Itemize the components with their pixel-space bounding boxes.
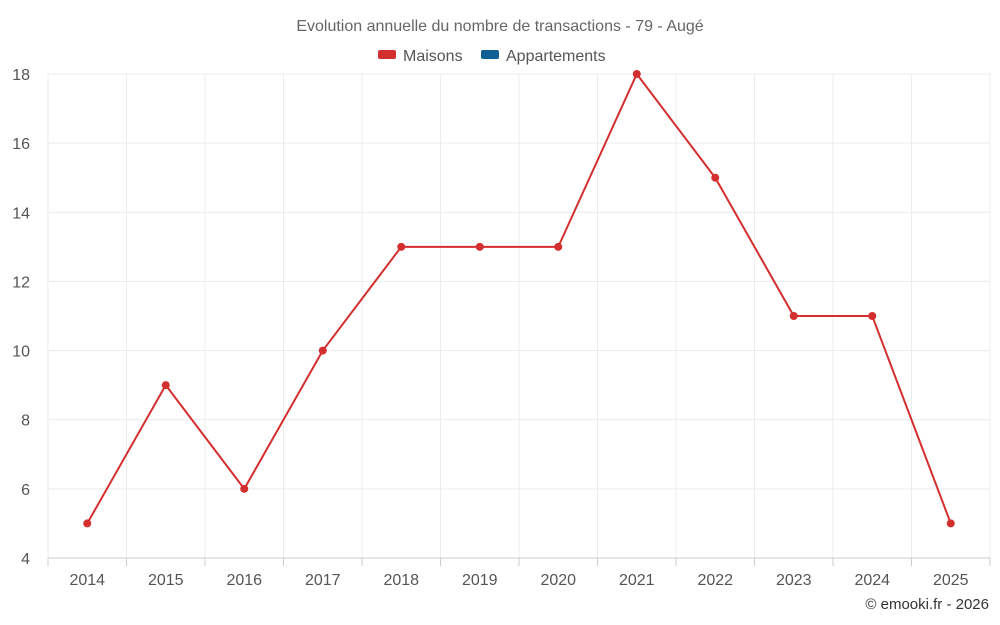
axes: 4 6 8 10 12 14 16 18 2014 2015 2016 2017 2018 2019 202… bbox=[12, 67, 991, 589]
series-layer bbox=[83, 70, 955, 528]
data-point-maisons[interactable] bbox=[554, 242, 563, 251]
data-point-maisons[interactable] bbox=[711, 173, 720, 182]
legend-item-maisons[interactable]: Maisons bbox=[378, 48, 463, 65]
data-point-maisons[interactable] bbox=[161, 381, 170, 390]
data-point-maisons[interactable] bbox=[397, 242, 406, 251]
data-point-maisons[interactable] bbox=[868, 312, 877, 320]
legend[interactable]: Maisons Appartements bbox=[378, 48, 606, 65]
data-point-maisons[interactable] bbox=[789, 312, 798, 320]
data-point-maisons[interactable] bbox=[946, 519, 955, 528]
x-tick-label: 2015 bbox=[148, 572, 184, 589]
y-tick-label: 10 bbox=[12, 344, 30, 361]
x-tick-label: 2019 bbox=[462, 572, 498, 589]
legend-item-appartements[interactable]: Appartements bbox=[481, 48, 606, 65]
y-tick-label: 8 bbox=[21, 413, 30, 430]
x-tick-label: 2023 bbox=[776, 572, 812, 589]
chart-title: Evolution annuelle du nombre de transact… bbox=[296, 18, 703, 35]
y-tick-label: 4 bbox=[21, 551, 30, 568]
x-tick-label: 2021 bbox=[619, 572, 655, 589]
data-point-maisons[interactable] bbox=[475, 242, 484, 251]
x-tick-label: 2022 bbox=[697, 572, 733, 589]
x-tick-label: 2016 bbox=[226, 572, 262, 589]
data-point-maisons[interactable] bbox=[318, 346, 327, 355]
y-tick-label: 18 bbox=[12, 67, 30, 84]
legend-label-appartements: Appartements bbox=[506, 48, 606, 65]
y-tick-label: 12 bbox=[12, 274, 30, 291]
credit-text[interactable]: © emooki.fr - 2026 bbox=[865, 596, 989, 613]
x-tick-label: 2018 bbox=[383, 572, 419, 589]
data-point-maisons[interactable] bbox=[240, 484, 249, 493]
legend-swatch-appartements bbox=[481, 50, 499, 59]
x-tick-label: 2020 bbox=[540, 572, 576, 589]
data-point-maisons[interactable] bbox=[632, 70, 641, 78]
data-point-maisons[interactable] bbox=[83, 519, 92, 528]
legend-label-maisons: Maisons bbox=[403, 48, 463, 65]
x-tick-label: 2024 bbox=[854, 572, 890, 589]
y-tick-label: 14 bbox=[12, 205, 30, 222]
x-tick-label: 2017 bbox=[305, 572, 341, 589]
legend-swatch-maisons bbox=[378, 50, 396, 59]
x-tick-label: 2025 bbox=[933, 572, 969, 589]
y-tick-label: 16 bbox=[12, 136, 30, 153]
series-line-maisons bbox=[86, 73, 952, 524]
x-tick-label: 2014 bbox=[69, 572, 105, 589]
y-tick-label: 6 bbox=[21, 482, 30, 499]
